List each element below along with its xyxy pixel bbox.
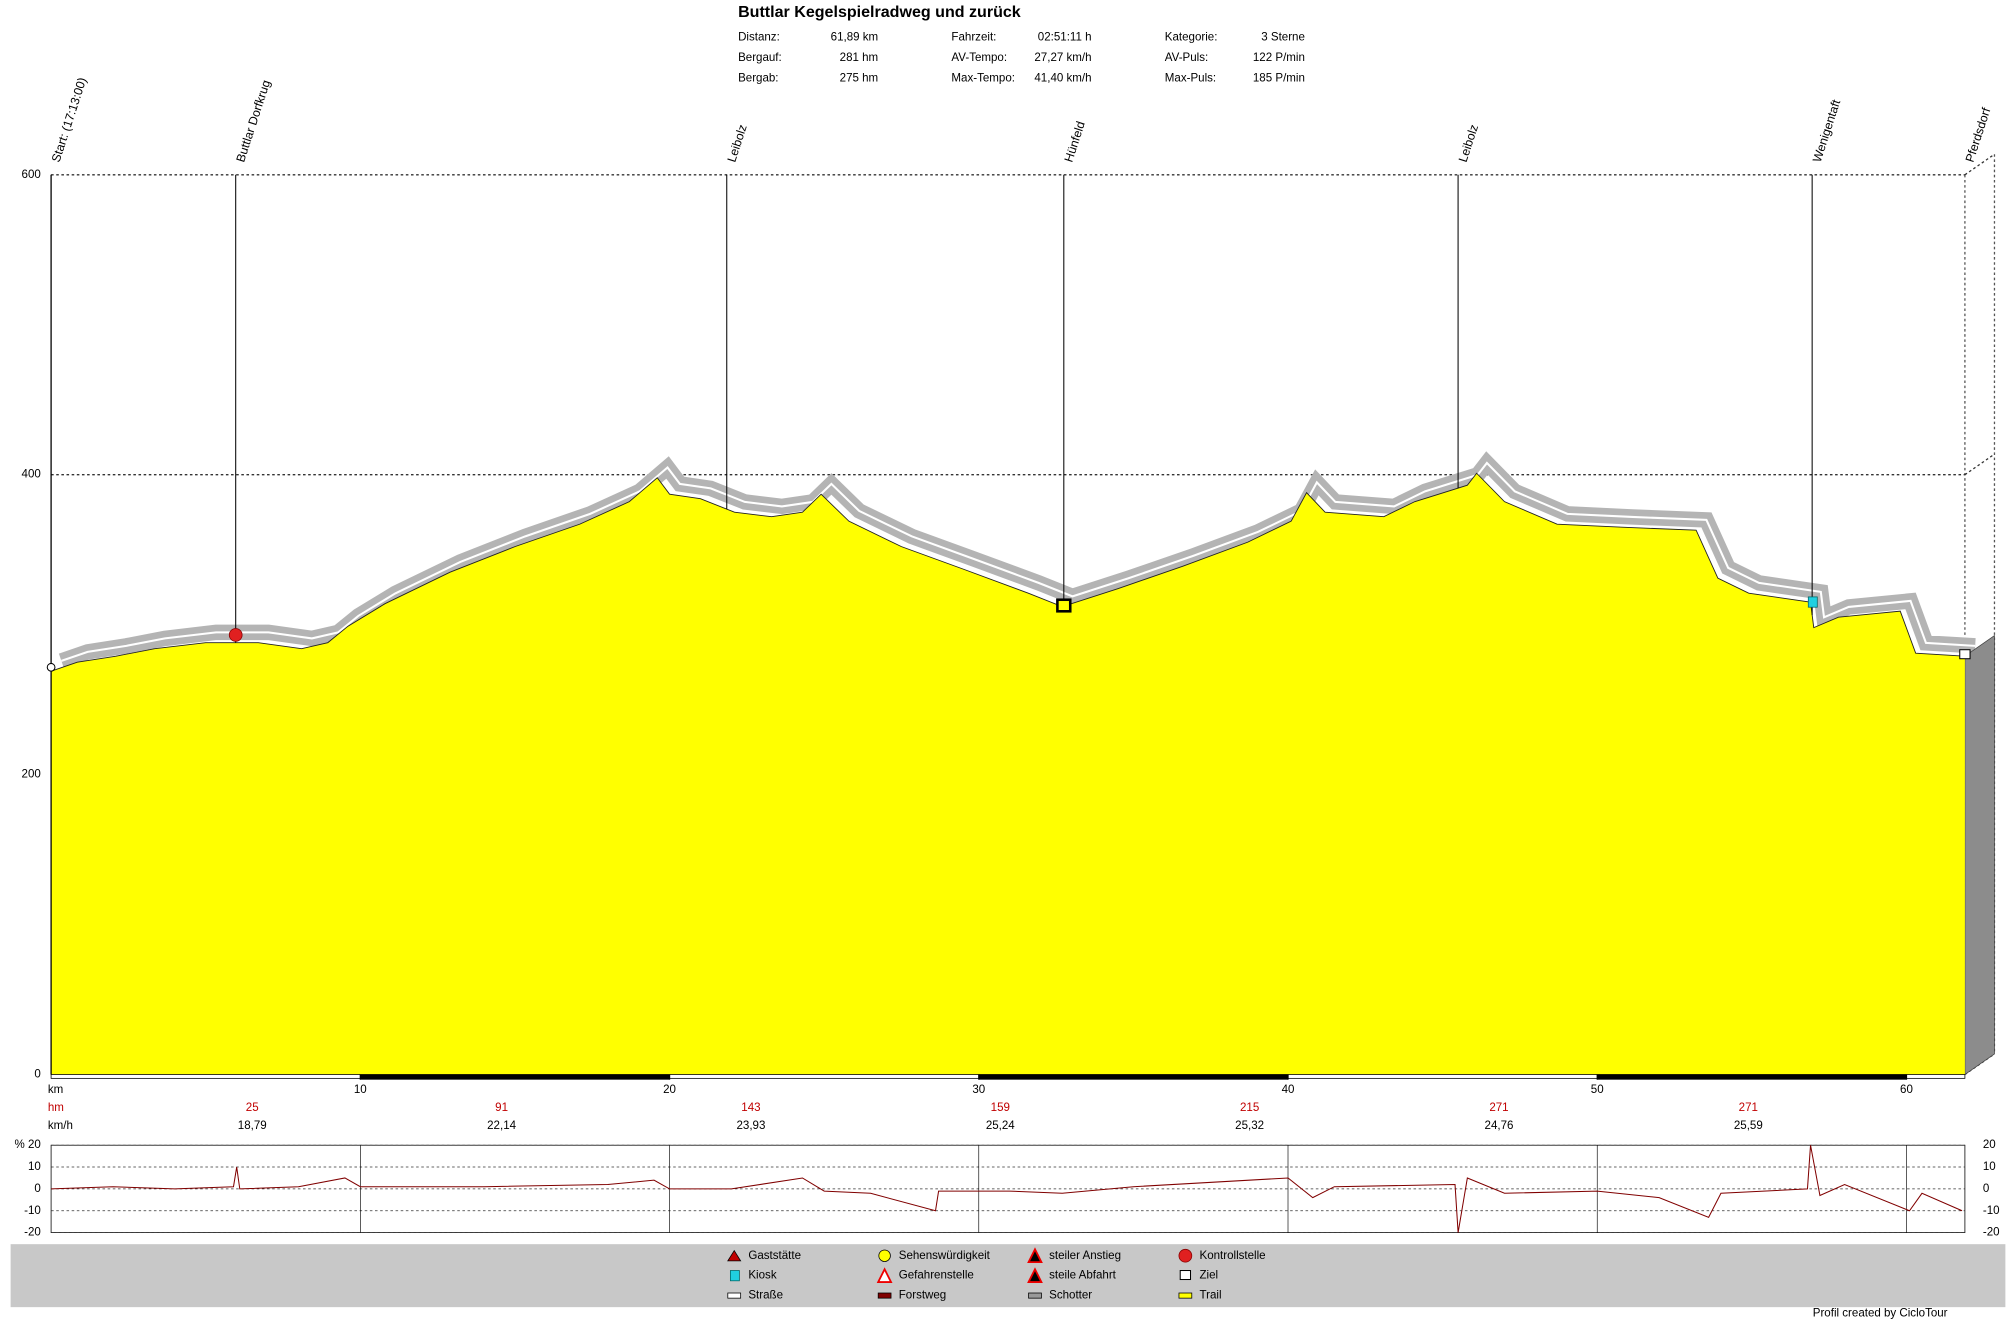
segment-hm: 25 <box>246 1102 259 1114</box>
start-icon <box>46 662 56 672</box>
stat-value: 185 P/min <box>1253 72 1305 84</box>
y-tick-label: 20 <box>28 1139 41 1151</box>
legend-icon <box>1027 1267 1043 1283</box>
legend-icon <box>876 1267 893 1283</box>
stat-value: 122 P/min <box>1253 52 1305 64</box>
segment-hm: 143 <box>741 1102 760 1114</box>
stat-label: AV-Puls: <box>1165 52 1208 64</box>
x-tick-label: 50 <box>1591 1084 1604 1096</box>
stat-label: Fahrzeit: <box>951 31 996 43</box>
x-tick-label: 60 <box>1900 1084 1913 1096</box>
x-axis-label: km <box>48 1084 63 1096</box>
legend-icon <box>877 1292 892 1299</box>
elevation-line <box>50 472 1965 672</box>
segment-speed: 18,79 <box>238 1120 267 1132</box>
elevation-area <box>51 473 1965 1075</box>
kiosk-icon <box>1807 596 1818 608</box>
stat-value: 61,89 km <box>831 31 879 43</box>
poi-icon <box>1056 598 1072 613</box>
stat-value: 3 Sterne <box>1261 31 1305 43</box>
legend-label: Straße <box>748 1290 783 1302</box>
stat-label: Bergauf: <box>738 52 782 64</box>
segment-speed: 22,14 <box>487 1120 516 1132</box>
legend-label: steile Abfahrt <box>1049 1270 1117 1282</box>
legend-label: Kontrollstelle <box>1200 1250 1266 1262</box>
stat-value: 41,40 km/h <box>1034 72 1091 84</box>
legend-icon <box>727 1249 742 1262</box>
y-tick-label: 600 <box>22 169 41 181</box>
legend-label: Ziel <box>1200 1270 1219 1282</box>
legend-icon <box>1178 1248 1193 1263</box>
x-tick-label: 20 <box>663 1084 676 1096</box>
segment-hm: 271 <box>1739 1102 1758 1114</box>
legend-label: Kiosk <box>748 1270 776 1282</box>
segment-speed: 25,59 <box>1734 1120 1763 1132</box>
y2-tick-label: -10 <box>1983 1205 2000 1217</box>
segment-hm: 215 <box>1240 1102 1259 1114</box>
legend-icon <box>729 1270 740 1282</box>
footer: Profil created by CicloTour <box>1813 1308 1948 1320</box>
y2-tick-label: -20 <box>1983 1227 2000 1239</box>
segment-hm: 271 <box>1489 1102 1508 1114</box>
stop-icon <box>228 628 243 642</box>
stat-label: Distanz: <box>738 31 780 43</box>
legend-icon <box>1027 1247 1043 1264</box>
axis-band <box>360 1074 670 1080</box>
y-tick-label: 400 <box>22 469 41 481</box>
stat-label: Kategorie: <box>1165 31 1218 43</box>
legend-icon <box>727 1292 742 1299</box>
x-tick-label: 30 <box>972 1084 985 1096</box>
stat-value: 27,27 km/h <box>1034 52 1091 64</box>
y-tick-label: 0 <box>34 1069 40 1081</box>
surface-line <box>61 461 1976 662</box>
stat-label: AV-Tempo: <box>951 52 1007 64</box>
segment-hm: 159 <box>991 1102 1010 1114</box>
segment-hm: 91 <box>495 1102 508 1114</box>
stat-label: Max-Tempo: <box>951 72 1015 84</box>
legend-label: Trail <box>1200 1290 1222 1302</box>
speed-label: km/h <box>48 1120 73 1132</box>
legend-panel <box>10 1244 2006 1308</box>
grid-line <box>1964 453 1995 476</box>
legend-label: Sehenswürdigkeit <box>899 1250 991 1262</box>
x-tick-label: 10 <box>354 1084 367 1096</box>
side-face <box>1964 634 1995 1076</box>
legend-label: Forstweg <box>899 1290 946 1302</box>
stat-value: 281 hm <box>840 52 879 64</box>
legend-icon <box>1028 1292 1042 1299</box>
y2-tick-label: 20 <box>1983 1139 1996 1151</box>
legend-label: Schotter <box>1049 1290 1092 1302</box>
y-tick-label: -10 <box>24 1205 41 1217</box>
segment-speed: 23,93 <box>736 1120 765 1132</box>
hm-label: hm <box>48 1102 64 1114</box>
segment-speed: 25,32 <box>1235 1120 1264 1132</box>
stat-value: 02:51:11 h <box>1038 31 1092 43</box>
legend-label: Gaststätte <box>748 1250 801 1262</box>
stat-label: Max-Puls: <box>1165 72 1216 84</box>
stat-label: Bergab: <box>738 72 778 84</box>
y-tick-label: 200 <box>22 769 41 781</box>
y-tick-label: 10 <box>28 1161 41 1173</box>
y2-tick-label: 10 <box>1983 1161 1996 1173</box>
legend-icon <box>878 1249 891 1262</box>
grid-line <box>1964 153 1995 176</box>
axis-band <box>978 1074 1289 1080</box>
legend-icon <box>1178 1292 1193 1299</box>
y-axis-label: % <box>14 1139 24 1151</box>
legend-label: steiler Anstieg <box>1049 1250 1121 1262</box>
axis-band <box>1597 1074 1907 1080</box>
y2-tick-label: 0 <box>1983 1183 1989 1195</box>
segment-speed: 25,24 <box>986 1120 1015 1132</box>
title: Buttlar Kegelspielradweg und zurück <box>738 3 1021 21</box>
y-tick-label: 0 <box>34 1183 40 1195</box>
gradient-line <box>51 1145 1963 1233</box>
finish-icon <box>1959 649 1971 660</box>
stat-value: 275 hm <box>840 72 879 84</box>
legend-icon <box>1179 1270 1192 1281</box>
y-tick-label: -20 <box>24 1227 41 1239</box>
segment-speed: 24,76 <box>1485 1120 1514 1132</box>
legend-label: Gefahrenstelle <box>899 1270 974 1282</box>
x-tick-label: 40 <box>1282 1084 1295 1096</box>
